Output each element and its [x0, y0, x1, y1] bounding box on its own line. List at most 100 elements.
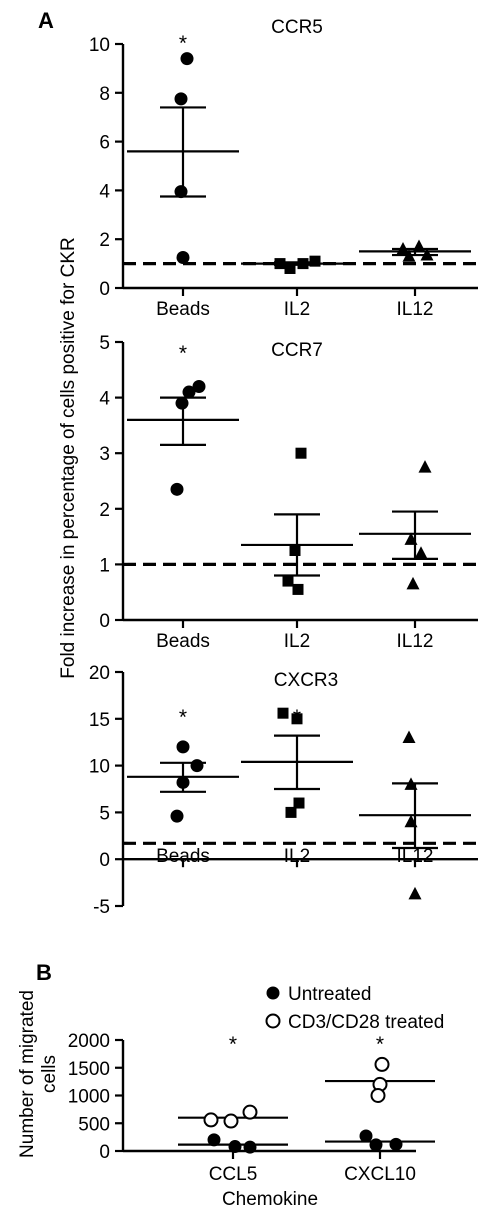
significance-star: *	[179, 342, 187, 365]
y-tick-label: 20	[89, 663, 110, 684]
data-point	[176, 775, 190, 789]
data-point	[404, 777, 418, 790]
y-tick-label: 6	[99, 133, 110, 154]
data-point	[192, 379, 206, 393]
data-point	[404, 814, 418, 828]
data-point	[406, 576, 420, 590]
data-point	[412, 239, 426, 253]
group-il2	[241, 255, 353, 274]
data-point	[292, 583, 304, 595]
data-point	[291, 713, 303, 725]
data-point	[274, 258, 286, 270]
data-point	[295, 447, 307, 459]
data-point	[174, 92, 188, 106]
x-tick-label-il2: IL2	[284, 299, 310, 320]
y-tick-label: 4	[99, 181, 110, 202]
data-point	[282, 575, 294, 587]
group-beads: *	[127, 342, 239, 496]
data-point	[176, 740, 190, 754]
legend: Untreated CD3/CD28 treated	[265, 984, 444, 1033]
data-point	[420, 248, 434, 261]
y-tick-label: 15	[89, 710, 110, 731]
data-point	[359, 1129, 373, 1143]
data-point	[402, 730, 416, 744]
x-tick-label-ccl5: CCL5	[209, 1164, 258, 1185]
data-point	[293, 797, 305, 809]
data-point	[228, 1140, 242, 1154]
data-point	[190, 759, 204, 773]
y-tick-label: 8	[99, 84, 110, 105]
data-point	[243, 1140, 257, 1154]
legend-marker-treated	[265, 1013, 281, 1029]
x-tick-label-cxcl10: CXCL10	[344, 1164, 416, 1185]
significance-star: *	[179, 32, 187, 55]
data-point	[309, 255, 321, 267]
y-tick-label: 0	[99, 850, 110, 871]
data-point	[176, 251, 190, 264]
y-tick-label: 5	[99, 803, 110, 824]
data-point	[414, 546, 428, 559]
significance-star: *	[229, 1033, 237, 1056]
y-tick-label: 3	[99, 444, 110, 465]
legend-label-untreated: Untreated	[288, 984, 371, 1005]
x-tick-label-il2: IL2	[284, 846, 310, 867]
data-point	[289, 545, 301, 556]
x-tick-label-il12: IL12	[397, 299, 434, 320]
chart-cxcr3: CXCR3 -5 0 5 10 15 20 Beads IL2 IL12 * *	[89, 663, 478, 918]
x-tick-label-beads: Beads	[156, 631, 210, 652]
group-il2: *	[241, 706, 353, 818]
data-point	[408, 886, 422, 900]
group-il2	[241, 447, 353, 595]
x-tick-label-il2: IL2	[284, 631, 310, 652]
data-point	[284, 262, 296, 274]
data-point	[223, 1113, 239, 1129]
data-point	[207, 1133, 221, 1147]
chart-title: CCR5	[271, 17, 323, 38]
data-point	[285, 806, 297, 818]
group-il12	[359, 730, 471, 900]
group-beads: *	[127, 32, 239, 264]
shared-y-axis-label: Fold increase in percentage of cells pos…	[58, 237, 79, 678]
legend-label-treated: CD3/CD28 treated	[288, 1012, 444, 1033]
data-point	[370, 1088, 386, 1103]
y-tick-label: -5	[93, 897, 110, 918]
chart-ccr5: CCR5 0 2 4 6 8 10 Beads IL2 IL12 *	[89, 17, 478, 320]
chart-title: CXCR3	[274, 670, 338, 691]
chart-ccr7: CCR7 0 1 2 3 4 5 Beads IL2 IL12 *	[99, 333, 478, 652]
series-treated	[178, 1056, 435, 1129]
data-point	[170, 482, 184, 496]
data-point	[182, 385, 196, 399]
significance-star: *	[293, 706, 301, 729]
y-tick-label: 10	[89, 757, 110, 778]
data-point	[297, 258, 309, 270]
series-untreated	[178, 1129, 435, 1154]
y-tick-label: 1000	[68, 1087, 110, 1108]
y-tick-label: 1500	[68, 1059, 110, 1080]
significance-star: *	[376, 1033, 384, 1056]
data-point	[170, 809, 184, 823]
y-axis-label-line-2: cells	[39, 1055, 60, 1093]
group-il12	[359, 239, 471, 262]
y-tick-label: 5	[99, 333, 110, 354]
data-point	[242, 1104, 258, 1120]
panel-a-label: A	[38, 8, 54, 33]
panel-b-label: B	[36, 960, 52, 985]
y-tick-label: 2	[99, 230, 110, 251]
x-tick-label-beads: Beads	[156, 846, 210, 867]
significance-star: *	[179, 706, 187, 729]
chart-title: CCR7	[271, 340, 323, 361]
y-tick-label: 2	[99, 500, 110, 521]
data-point	[203, 1112, 219, 1128]
data-point	[174, 185, 188, 199]
data-point	[404, 532, 418, 545]
data-point	[396, 241, 410, 255]
group-beads: *	[127, 706, 239, 823]
y-tick-label: 2000	[68, 1031, 110, 1052]
charts-layer: CCR5 0 2 4 6 8 10 Beads IL2 IL12 * CCR7 0 1 2 3 4 5 Beads I…	[17, 17, 478, 1210]
data-point	[175, 396, 189, 410]
y-tick-label: 1	[99, 555, 110, 576]
x-axis-label: Chemokine	[222, 1189, 318, 1210]
x-tick-label-il12: IL12	[397, 631, 434, 652]
y-tick-label: 0	[99, 611, 110, 632]
